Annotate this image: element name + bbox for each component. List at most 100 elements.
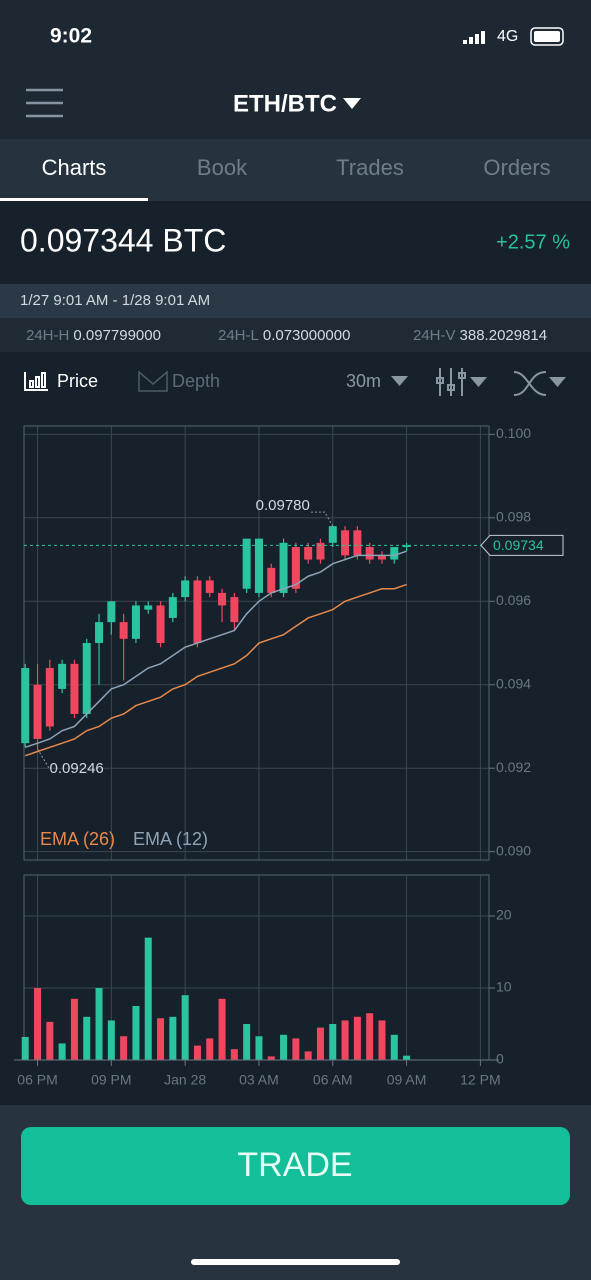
volume-bar <box>316 1027 324 1060</box>
candle-body <box>365 547 374 560</box>
candle-body <box>267 567 276 593</box>
interval[interactable]: 30m <box>346 371 381 391</box>
volume-bar <box>46 1021 54 1060</box>
last-price: 0.097344 BTC <box>20 222 226 258</box>
dropdown-arrow[interactable] <box>343 98 361 109</box>
legend-entry: EMA (12) <box>133 829 208 849</box>
x-tick-label: 09 PM <box>91 1072 131 1088</box>
volume-bar <box>390 1034 398 1060</box>
signal <box>463 31 485 44</box>
y-tick-label: 0.092 <box>496 759 531 775</box>
indicator-icon[interactable] <box>436 368 466 396</box>
home-indicator <box>191 1259 400 1265</box>
x-tick-label: 09 AM <box>387 1072 427 1088</box>
trade-button[interactable] <box>21 1127 570 1205</box>
candle-body <box>218 592 227 606</box>
y-tick-label: 20 <box>496 907 512 923</box>
volume-bar <box>255 1036 263 1060</box>
tab[interactable]: Charts <box>42 155 107 180</box>
annotation-label: 0.09246 <box>50 760 104 777</box>
clock: 9:02 <box>50 25 92 48</box>
menu-icon[interactable] <box>26 88 63 118</box>
stat: 24H-L 0.073000000 <box>218 327 350 344</box>
candle-body <box>193 580 202 643</box>
price-icon[interactable] <box>24 372 48 391</box>
volume-bar <box>21 1036 29 1060</box>
ema-line <box>24 583 407 757</box>
y-tick-label: 0.096 <box>496 592 531 608</box>
candle-body <box>230 597 239 623</box>
volume-bar <box>341 1020 349 1060</box>
volume-bar <box>206 1038 214 1060</box>
candle-body <box>119 622 128 639</box>
candle-body <box>58 663 67 689</box>
x-tick-label: 06 AM <box>313 1072 353 1088</box>
tab[interactable]: Orders <box>483 155 550 180</box>
depth-icon[interactable] <box>138 370 168 392</box>
candle-body <box>291 547 300 589</box>
volume-bar <box>267 1056 275 1060</box>
volume-bar <box>304 1051 312 1060</box>
tab[interactable]: Trades <box>336 155 404 180</box>
trade-label[interactable]: TRADE <box>237 1146 352 1184</box>
candle-body <box>131 605 140 639</box>
pair-title[interactable]: ETH/BTC <box>233 90 337 117</box>
candle-body <box>390 547 399 560</box>
candle-body <box>45 668 54 727</box>
ema-line <box>24 550 407 749</box>
candle-body <box>21 668 30 744</box>
tab[interactable]: Book <box>197 155 248 180</box>
stat-value: 388.2029814 <box>460 327 548 344</box>
price-mode[interactable]: Price <box>57 371 98 391</box>
volume-bar <box>243 1024 251 1060</box>
stats-bar <box>0 318 591 352</box>
y-tick-label: 0.090 <box>496 842 531 858</box>
dropdown-arrow[interactable] <box>470 377 487 387</box>
charts: 0.100 0.098 0.096 0.094 0.092 0.090 EMA (26) EM… <box>14 425 564 1088</box>
volume-bar <box>230 1049 238 1060</box>
volume-bar <box>193 1045 201 1060</box>
stat: 24H-V 388.2029814 <box>413 327 547 344</box>
volume-bar <box>58 1043 66 1060</box>
volume-bar <box>95 988 103 1060</box>
volume-bar <box>83 1016 91 1060</box>
annotation-leader <box>310 511 334 527</box>
style-icon[interactable] <box>513 371 547 396</box>
volume-bar <box>70 998 78 1060</box>
volume-bar <box>107 1020 115 1060</box>
volume-bar <box>132 1006 140 1060</box>
candle-body <box>341 530 350 556</box>
stat-label: 24H-L <box>218 327 259 344</box>
volume-bar <box>144 937 152 1060</box>
dropdown-arrow[interactable] <box>391 376 408 386</box>
dropdown-arrow[interactable] <box>549 377 566 387</box>
candle-body <box>168 597 177 618</box>
y-tick-label: 0.094 <box>496 675 531 691</box>
volume-bar <box>378 1020 386 1060</box>
annotation-leader <box>37 748 50 770</box>
x-tick-label: 12 PM <box>460 1072 500 1088</box>
volume-bar <box>403 1055 411 1060</box>
candle-body <box>205 580 214 593</box>
plot-frame <box>23 425 490 861</box>
annotation-label: 0.09780 <box>256 497 310 514</box>
volume-bar <box>181 995 189 1060</box>
top-bar <box>0 0 591 139</box>
candle-body <box>156 605 165 643</box>
depth-mode[interactable]: Depth <box>172 371 220 391</box>
stat-label: 24H-V <box>413 327 456 344</box>
plot-frame <box>23 874 490 1060</box>
volume-bar <box>120 1036 128 1060</box>
last-price-box <box>480 534 564 556</box>
candle-body <box>181 580 190 598</box>
tab-indicator <box>0 198 148 201</box>
candle-body <box>254 538 263 593</box>
candle-body <box>70 663 79 714</box>
date-range: 1/27 9:01 AM - 1/28 9:01 AM <box>20 292 210 309</box>
candle-body <box>107 601 116 623</box>
range-bar <box>0 284 591 318</box>
volume-bar <box>218 998 226 1060</box>
last-price-label: 0.09734 <box>493 537 544 553</box>
